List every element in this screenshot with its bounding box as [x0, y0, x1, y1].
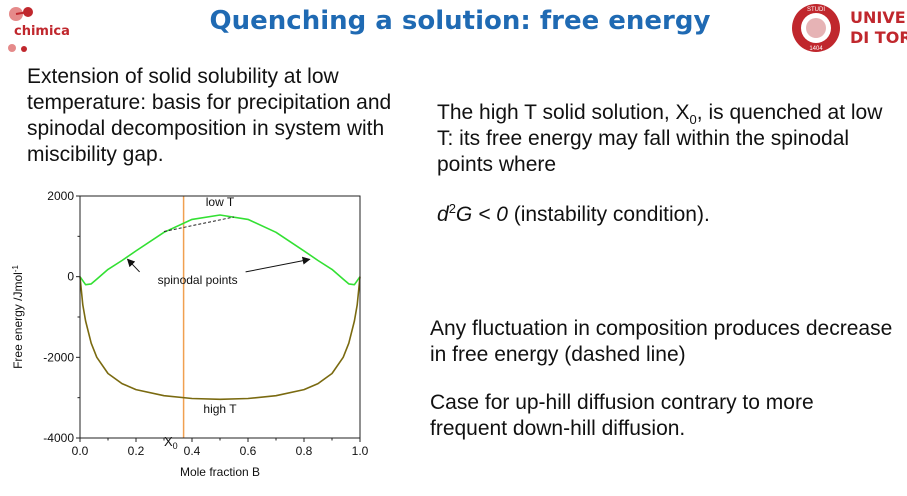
spinodal-arrow: [126, 258, 140, 273]
university-logo: STUDI 1404 UNIVERSITÀ DI TORINO: [790, 2, 907, 54]
university-name: UNIVERSITÀ DI TORINO: [850, 8, 907, 48]
y-tick-label: -4000: [43, 431, 74, 445]
left-paragraph: Extension of solid solubility at low tem…: [27, 65, 392, 166]
spinodal-arrow: [245, 256, 311, 273]
quench-text-a: The high T solid solution, X: [437, 101, 690, 124]
cond-rest: (instability condition).: [507, 203, 710, 226]
y-tick-label: -2000: [43, 350, 74, 364]
uphill-paragraph: Case for up-hill diffusion contrary to m…: [430, 390, 900, 442]
x0-label: X0: [164, 434, 178, 451]
fluctuation-paragraph: Any fluctuation in composition produces …: [430, 317, 893, 366]
x-tick-label: 1.0: [352, 444, 369, 458]
uphill-line-1: Case for up-hill diffusion contrary to m…: [430, 391, 814, 414]
university-seal-icon: STUDI 1404: [792, 4, 840, 52]
y-tick-label: 2000: [47, 189, 74, 203]
logo-left-text: chimica: [14, 24, 70, 39]
slide-title: Quenching a solution: free energy: [209, 6, 711, 36]
university-name-line1: UNIVERSITÀ: [850, 8, 907, 27]
high-t-label: high T: [203, 402, 237, 416]
cond-superscript: 2: [448, 201, 456, 216]
series-low-t-line: [79, 214, 361, 286]
x-tick-label: 0.2: [128, 444, 145, 458]
quench-text-b: , is quenched at low T: its free energy …: [437, 101, 883, 176]
chimica-logo: chimica: [2, 4, 92, 56]
free-energy-chart: spinodal points low T high T X0 0.0 0.2 0.4 0.…: [0, 180, 400, 491]
uphill-line-2: frequent down-hill diffusion.: [430, 417, 686, 440]
x-tick-label: 0.6: [240, 444, 257, 458]
seal-text: STUDI: [807, 7, 825, 13]
right-paragraph-quench: The high T solid solution, X0, is quench…: [437, 100, 897, 178]
x-axis-label: Mole fraction B: [180, 465, 260, 479]
quench-subscript: 0: [689, 112, 697, 128]
seal-year: 1404: [809, 46, 823, 52]
instability-condition: d2G < 0 (instability condition).: [437, 202, 897, 228]
low-t-label: low T: [206, 195, 235, 209]
chart-svg: spinodal points low T high T X0 0.0 0.2 0.4 0.…: [11, 189, 369, 479]
spinodal-label: spinodal points: [158, 273, 238, 287]
y-tick-label: 0: [67, 270, 74, 284]
university-name-line2: DI TORINO: [850, 28, 907, 47]
molecule-icon: [8, 7, 33, 52]
tangent-dashed-line: [163, 216, 235, 232]
x-tick-label: 0.4: [184, 444, 201, 458]
series-high-t-line: [79, 276, 361, 401]
cond-g: G < 0: [455, 203, 508, 226]
cond-d: d: [437, 203, 449, 226]
x-tick-label: 0.8: [296, 444, 313, 458]
x-tick-label: 0.0: [72, 444, 89, 458]
y-axis-label: Free energy /Jmol-1: [11, 265, 25, 369]
